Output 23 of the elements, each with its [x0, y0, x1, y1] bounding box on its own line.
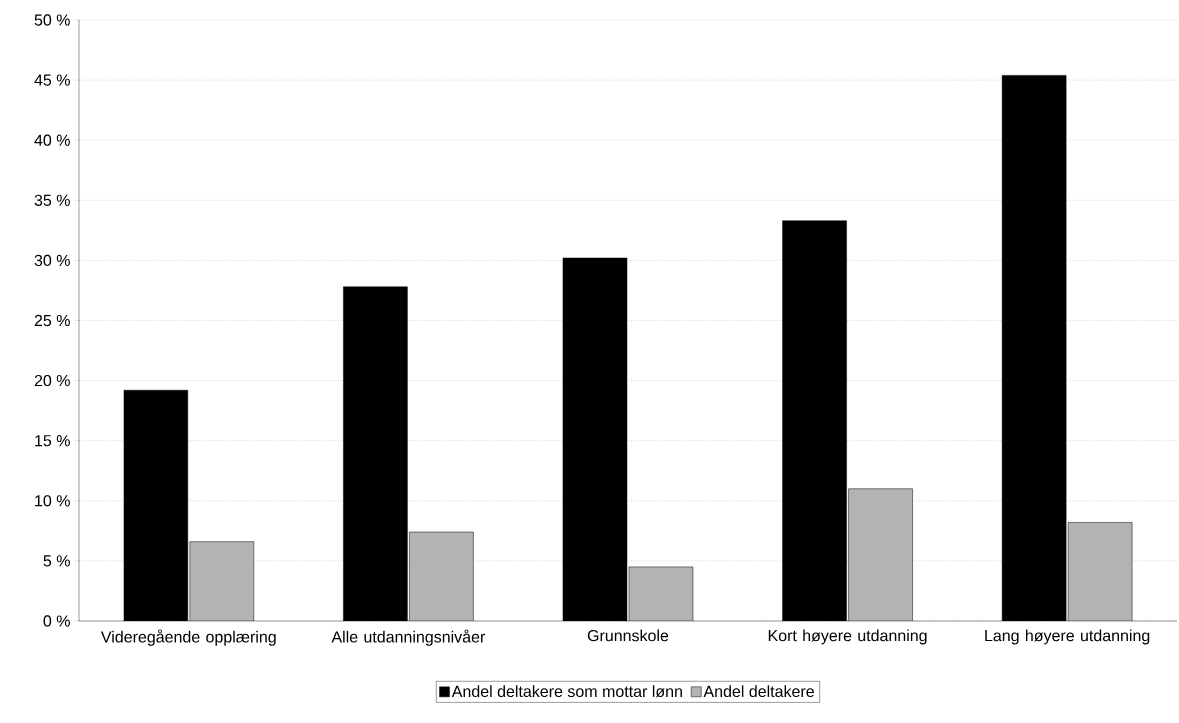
y-tick-label: 10 % [35, 495, 70, 507]
bar [189, 541, 254, 621]
bar [1067, 522, 1133, 621]
y-tick-label: 25 % [34, 314, 70, 327]
bar [628, 566, 693, 621]
y-tick-label: 0 % [43, 615, 70, 627]
bar [409, 532, 474, 621]
y-tick-label: 45 % [34, 74, 70, 86]
x-tick-label: Alle utdanningsnivåer [331, 629, 486, 646]
bar [848, 488, 913, 621]
x-tick-label: Kort høyere utdanning [768, 629, 927, 645]
y-tick-label: 15 % [35, 435, 70, 447]
x-tick-label: Videregående opplæring [100, 629, 276, 646]
legend-label: Andel deltakere [703, 685, 814, 698]
y-tick-label: 50 % [34, 14, 70, 26]
y-tick-label: 30 % [34, 254, 70, 267]
x-tick-label: Lang høyere utdanning [985, 629, 1150, 645]
y-tick-label: 5 % [43, 555, 70, 567]
y-tick-label: 35 % [34, 194, 70, 206]
x-tick-label: Grunnskole [587, 629, 669, 642]
y-tick-label: 40 % [34, 134, 70, 146]
y-tick-label: 20 % [34, 374, 70, 387]
legend-label: Andel deltakere som mottar lønn [451, 685, 682, 698]
